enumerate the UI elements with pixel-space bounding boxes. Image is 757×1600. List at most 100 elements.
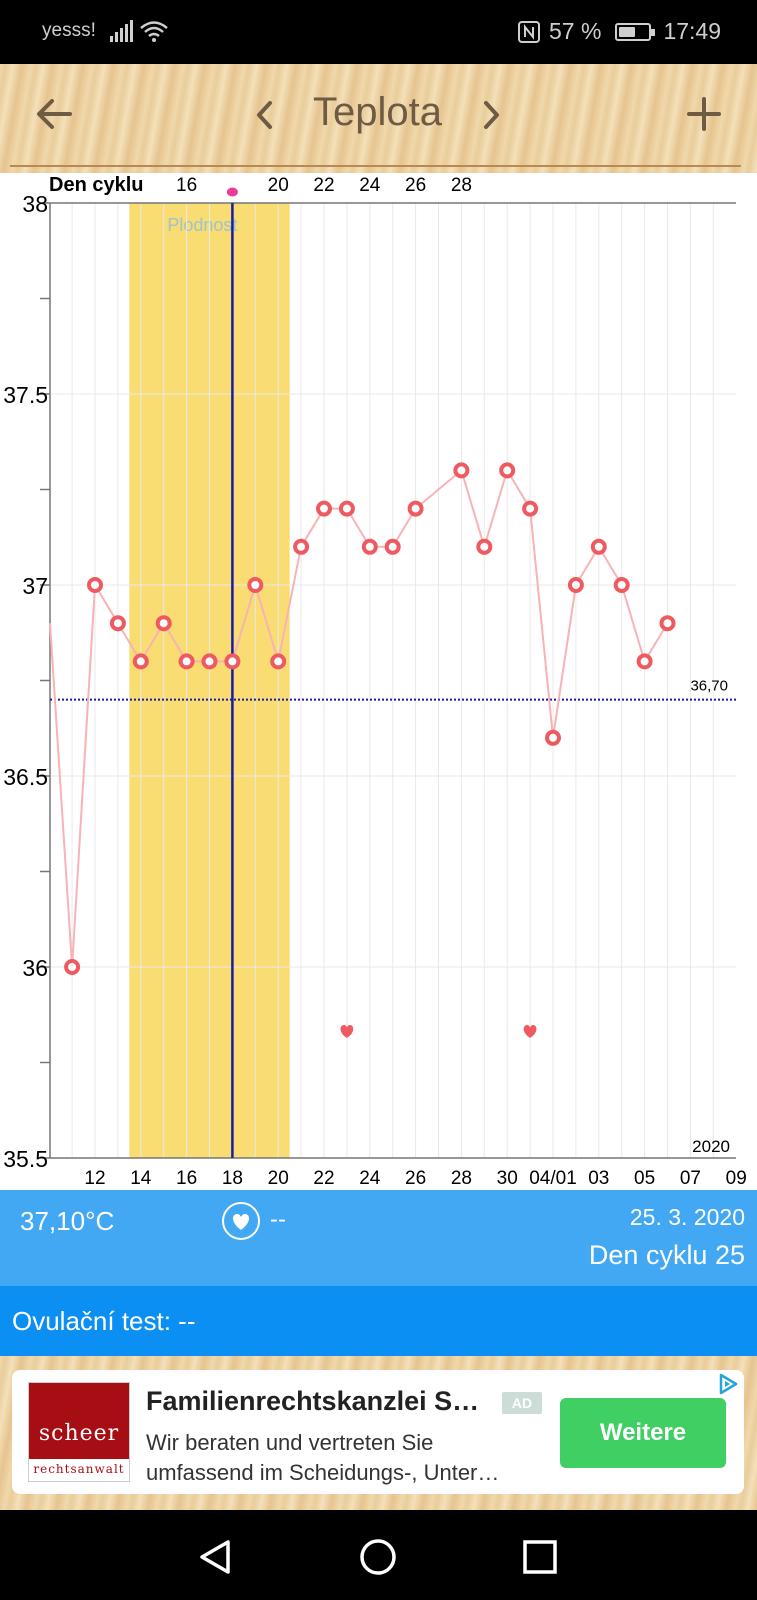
top-tick-label: 26 [405, 175, 426, 196]
temperature-point [384, 538, 401, 555]
temperature-point [270, 653, 287, 670]
temperature-point [224, 653, 241, 670]
temperature-point [316, 500, 332, 517]
temperature-point [178, 653, 195, 670]
chart-background [0, 173, 757, 1190]
recents-square-icon[interactable] [520, 1537, 560, 1577]
temperature-point [109, 615, 126, 632]
ovulation-test-text: Ovulační test: -- [12, 1306, 196, 1336]
x-tick-label: 09 [726, 1168, 747, 1189]
system-nav-bar [0, 1510, 757, 1600]
x-tick-label: 14 [130, 1168, 152, 1189]
signal-icon [110, 20, 168, 42]
temperature-point [361, 538, 378, 555]
ad-cta-button[interactable]: Weitere [560, 1398, 726, 1468]
selected-date: 25. 3. 2020 [629, 1204, 745, 1230]
temperature-point [545, 729, 561, 746]
intercourse-value: -- [270, 1206, 286, 1233]
ovulation-test-row[interactable]: Ovulační test: -- [0, 1286, 757, 1356]
ad-logo-top: scheer [29, 1383, 129, 1459]
fertile-label: Plodnost [167, 215, 237, 235]
year-label: 2020 [692, 1137, 730, 1156]
temperature-point [338, 500, 355, 517]
heart-icon[interactable] [222, 1202, 260, 1240]
ad-description: Wir beraten und vertreten Sie umfassend … [146, 1428, 546, 1488]
arrow-left-icon[interactable] [34, 94, 74, 134]
y-tick-label: 37 [22, 573, 48, 599]
plus-icon[interactable] [686, 96, 722, 132]
nfc-icon [518, 20, 540, 43]
temperature-point [613, 577, 630, 593]
top-tick-label: 24 [359, 175, 381, 196]
heart-marker [340, 1024, 354, 1038]
cycle-day: Den cyklu 25 [588, 1240, 745, 1270]
top-tick-label: 20 [268, 175, 289, 196]
x-tick-label: 28 [451, 1168, 472, 1189]
temperature-point [499, 462, 516, 479]
temperature-point [132, 653, 149, 670]
x-tick-label: 12 [84, 1168, 105, 1189]
chevron-left-icon[interactable] [252, 98, 278, 132]
ad-banner-zone: scheer rechtsanwalt Familienrechtskanzle… [0, 1356, 757, 1510]
ad-logo[interactable]: scheer rechtsanwalt [28, 1382, 130, 1482]
temperature-point [293, 538, 310, 555]
cycle-day-axis-title: Den cyklu [49, 174, 143, 196]
temperature-point [659, 615, 676, 632]
temperature-point [201, 653, 218, 670]
day-info-panel: 37,10°C -- 25. 3. 2020 Den cyklu 25 [0, 1190, 757, 1286]
home-circle-icon[interactable] [358, 1537, 398, 1577]
ad-card[interactable]: scheer rechtsanwalt Familienrechtskanzle… [12, 1370, 744, 1494]
top-tick-label: 28 [451, 175, 472, 196]
baseline-label: 36,70 [690, 678, 728, 695]
battery-icon [615, 22, 656, 41]
clock: 17:49 [663, 18, 721, 44]
temperature-point [247, 577, 264, 593]
ad-text-line-2: umfassend im Scheidungs-, Unter… [146, 1460, 500, 1485]
ad-text-line-1: Wir beraten und vertreten Sie [146, 1430, 434, 1455]
x-tick-label: 04/01 [529, 1168, 577, 1189]
x-tick-label: 30 [497, 1168, 518, 1189]
carrier-name: yesss! [42, 20, 96, 41]
ad-badge: AD [502, 1392, 542, 1414]
y-tick-label: 35.5 [3, 1146, 48, 1172]
temperature-point [407, 500, 424, 517]
wifi-icon [140, 21, 168, 38]
top-tick-label: 22 [313, 175, 334, 196]
temperature-point [476, 538, 493, 555]
y-tick-label: 36 [22, 955, 48, 981]
temperature-point [155, 615, 172, 632]
x-tick-label: 18 [222, 1168, 243, 1189]
x-tick-label: 07 [680, 1168, 701, 1189]
x-tick-label: 22 [313, 1168, 334, 1189]
chevron-right-icon[interactable] [478, 98, 504, 132]
page-title: Teplota [313, 90, 442, 134]
temperature-point [590, 538, 607, 555]
ad-title[interactable]: Familienrechtskanzlei S… [146, 1386, 480, 1416]
y-tick-label: 36.5 [3, 764, 48, 790]
temperature-point [64, 959, 81, 975]
temperature-point [636, 653, 653, 670]
top-tick-label: 16 [176, 175, 197, 196]
x-tick-label: 16 [176, 1168, 197, 1189]
status-bar: yesss! 57 % 17:49 [0, 0, 757, 64]
adchoices-icon[interactable] [716, 1372, 740, 1396]
y-tick-label: 37.5 [3, 382, 48, 408]
x-tick-label: 24 [359, 1168, 381, 1189]
temperature-point [567, 577, 584, 593]
battery-percent: 57 % [549, 18, 602, 44]
x-tick-label: 03 [588, 1168, 609, 1189]
current-day-dot [226, 187, 238, 197]
x-tick-label: 26 [405, 1168, 426, 1189]
x-tick-label: 20 [268, 1168, 289, 1189]
y-tick-label: 38 [22, 191, 48, 217]
temperature-point [453, 462, 470, 479]
heart-marker [523, 1024, 537, 1038]
temperature-point [87, 577, 103, 593]
app-header: Teplota [0, 64, 757, 173]
back-triangle-icon[interactable] [196, 1537, 236, 1577]
temperature-point [522, 500, 539, 517]
temperature-value: 37,10°C [20, 1206, 115, 1236]
ad-logo-bottom: rechtsanwalt [33, 1462, 125, 1476]
x-tick-label: 05 [634, 1168, 655, 1189]
